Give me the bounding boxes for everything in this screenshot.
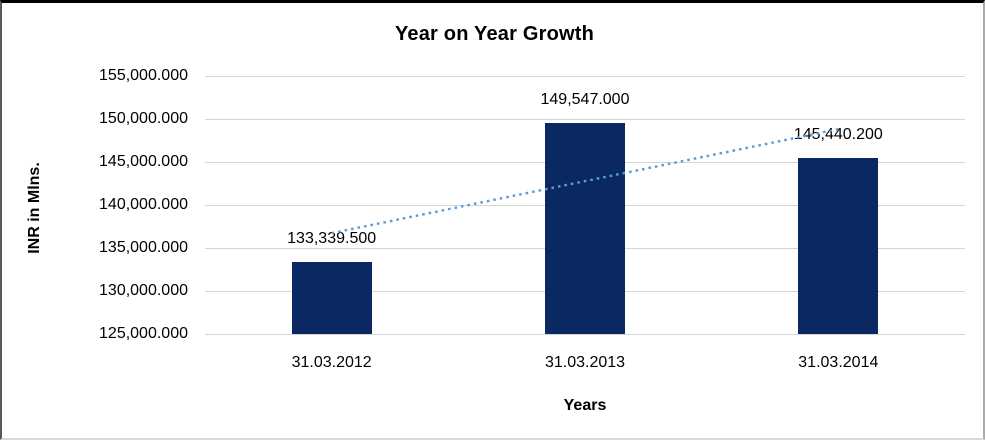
x-tick-label: 31.03.2014 bbox=[798, 354, 879, 371]
y-tick-label: 150,000.000 bbox=[99, 110, 188, 127]
x-tick-label: 31.03.2013 bbox=[544, 354, 626, 371]
x-tick-label: 31.03.2012 bbox=[291, 354, 372, 371]
chart-title: Year on Year Growth bbox=[394, 23, 595, 45]
y-tick-label: 145,000.000 bbox=[99, 153, 188, 170]
x-axis-title: Years bbox=[563, 397, 607, 414]
bar bbox=[291, 262, 372, 334]
y-tick-label: 155,000.000 bbox=[99, 67, 188, 84]
y-tick-label: 130,000.000 bbox=[99, 282, 188, 299]
y-tick-label: 140,000.000 bbox=[99, 196, 188, 213]
bar-value-label: 149,547.000 bbox=[540, 90, 630, 108]
gridline bbox=[205, 76, 965, 77]
gridline bbox=[205, 119, 965, 120]
y-tick-label: 135,000.000 bbox=[99, 239, 188, 256]
gridline bbox=[205, 334, 965, 335]
bar-value-label: 145,440.200 bbox=[793, 126, 883, 144]
bar bbox=[545, 122, 625, 334]
bar-value-label: 133,339.500 bbox=[287, 230, 377, 248]
y-tick-label: 125,000.000 bbox=[99, 325, 188, 342]
bar bbox=[798, 158, 879, 334]
